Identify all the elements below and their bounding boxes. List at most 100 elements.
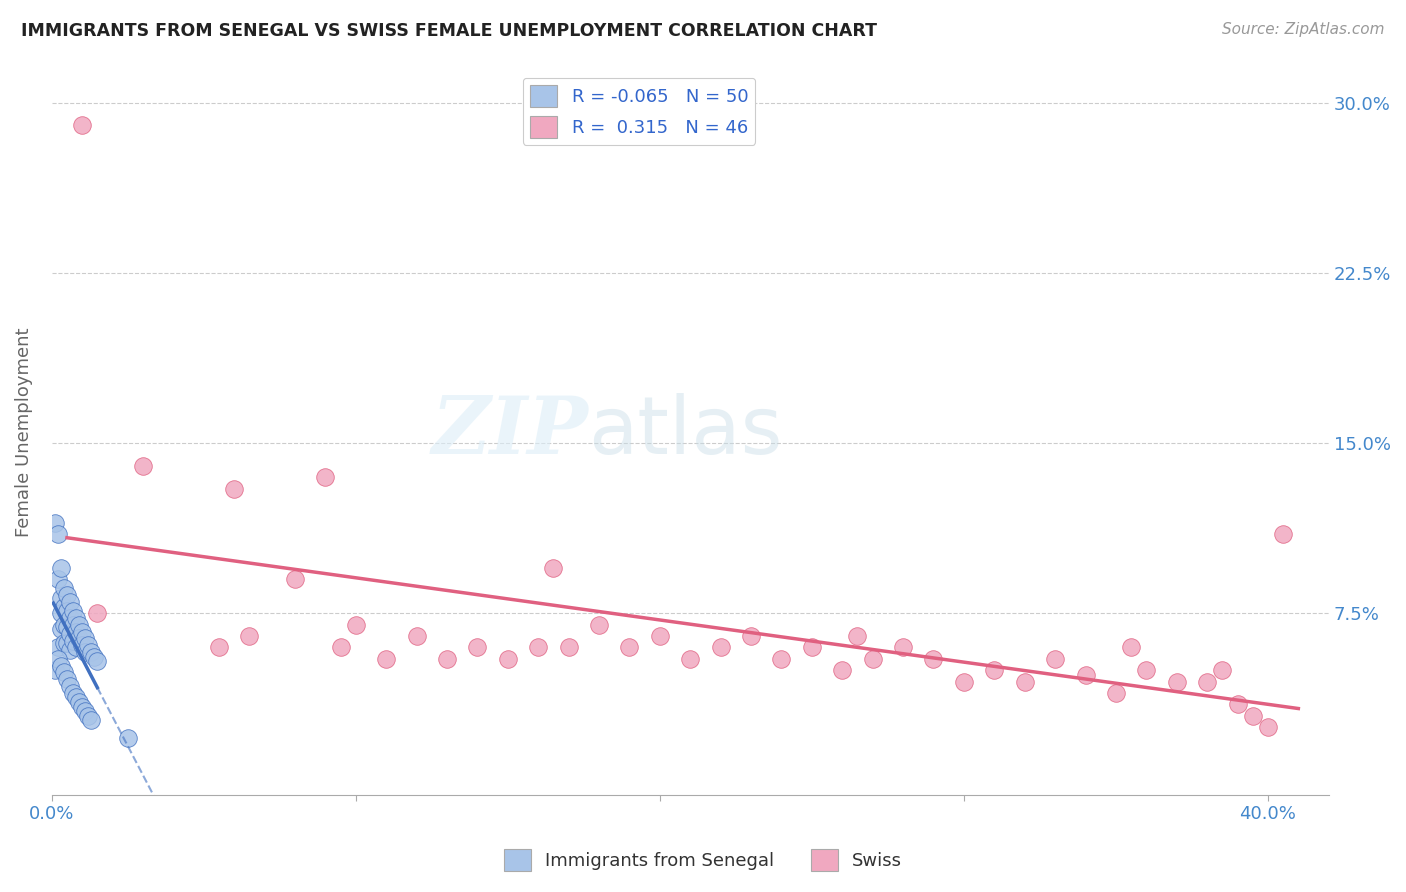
- Point: [75, 645, 97, 659]
- Point: [56, 620, 79, 634]
- Point: [49, 591, 72, 605]
- Point: [65, 611, 87, 625]
- Point: [52, 582, 75, 596]
- Point: [648, 629, 671, 643]
- Point: [679, 652, 702, 666]
- Point: [1074, 667, 1097, 681]
- Point: [49, 658, 72, 673]
- Point: [238, 629, 260, 643]
- Point: [846, 629, 869, 643]
- Point: [46, 573, 69, 587]
- Point: [710, 640, 733, 655]
- Point: [619, 640, 641, 655]
- Point: [59, 627, 82, 641]
- Text: IMMIGRANTS FROM SENEGAL VS SWISS FEMALE UNEMPLOYMENT CORRELATION CHART: IMMIGRANTS FROM SENEGAL VS SWISS FEMALE …: [21, 22, 877, 40]
- Point: [1014, 674, 1036, 689]
- Point: [56, 588, 79, 602]
- Point: [1226, 698, 1249, 712]
- Point: [49, 623, 72, 637]
- Point: [65, 690, 87, 705]
- Point: [436, 652, 458, 666]
- Point: [375, 652, 398, 666]
- Point: [800, 640, 823, 655]
- Point: [56, 604, 79, 618]
- Point: [527, 640, 550, 655]
- Point: [891, 640, 914, 655]
- Text: Source: ZipAtlas.com: Source: ZipAtlas.com: [1222, 22, 1385, 37]
- Point: [59, 642, 82, 657]
- Point: [59, 595, 82, 609]
- Point: [117, 731, 139, 746]
- Point: [1105, 686, 1128, 700]
- Point: [52, 665, 75, 680]
- Point: [75, 704, 97, 718]
- Point: [770, 652, 793, 666]
- Point: [56, 636, 79, 650]
- Point: [1272, 527, 1295, 541]
- Point: [1257, 720, 1279, 734]
- Point: [59, 679, 82, 693]
- Point: [86, 654, 108, 668]
- Point: [953, 674, 976, 689]
- Y-axis label: Female Unemployment: Female Unemployment: [15, 327, 32, 537]
- Point: [467, 640, 489, 655]
- Point: [77, 708, 100, 723]
- Point: [344, 617, 367, 632]
- Point: [405, 629, 427, 643]
- Point: [496, 652, 519, 666]
- Point: [70, 624, 93, 639]
- Point: [543, 561, 565, 575]
- Point: [49, 607, 72, 621]
- Point: [83, 649, 105, 664]
- Point: [52, 636, 75, 650]
- Point: [67, 632, 90, 646]
- Legend: Immigrants from Senegal, Swiss: Immigrants from Senegal, Swiss: [496, 842, 910, 879]
- Point: [65, 624, 87, 639]
- Point: [67, 695, 90, 709]
- Point: [70, 118, 93, 132]
- Point: [65, 640, 87, 655]
- Point: [80, 713, 103, 727]
- Point: [67, 617, 90, 632]
- Point: [588, 617, 610, 632]
- Point: [46, 527, 69, 541]
- Point: [983, 663, 1005, 677]
- Point: [284, 573, 307, 587]
- Point: [77, 638, 100, 652]
- Point: [329, 640, 352, 655]
- Point: [557, 640, 579, 655]
- Point: [922, 652, 945, 666]
- Point: [1211, 663, 1233, 677]
- Point: [224, 482, 246, 496]
- Point: [62, 617, 84, 632]
- Point: [831, 663, 853, 677]
- Point: [1135, 663, 1157, 677]
- Text: ZIP: ZIP: [432, 393, 588, 471]
- Point: [1121, 640, 1143, 655]
- Point: [46, 640, 69, 655]
- Point: [46, 652, 69, 666]
- Legend: R = -0.065   N = 50, R =  0.315   N = 46: R = -0.065 N = 50, R = 0.315 N = 46: [523, 78, 755, 145]
- Point: [1241, 708, 1264, 723]
- Point: [59, 611, 82, 625]
- Point: [132, 458, 155, 473]
- Point: [52, 599, 75, 614]
- Point: [80, 645, 103, 659]
- Point: [44, 516, 66, 530]
- Point: [56, 673, 79, 687]
- Point: [314, 470, 336, 484]
- Point: [62, 633, 84, 648]
- Point: [1166, 674, 1188, 689]
- Point: [208, 640, 231, 655]
- Point: [70, 638, 93, 652]
- Point: [86, 607, 108, 621]
- Point: [740, 629, 762, 643]
- Point: [862, 652, 884, 666]
- Point: [1197, 674, 1219, 689]
- Point: [44, 663, 66, 677]
- Point: [62, 686, 84, 700]
- Point: [49, 561, 72, 575]
- Point: [1043, 652, 1066, 666]
- Text: atlas: atlas: [588, 392, 783, 471]
- Point: [75, 632, 97, 646]
